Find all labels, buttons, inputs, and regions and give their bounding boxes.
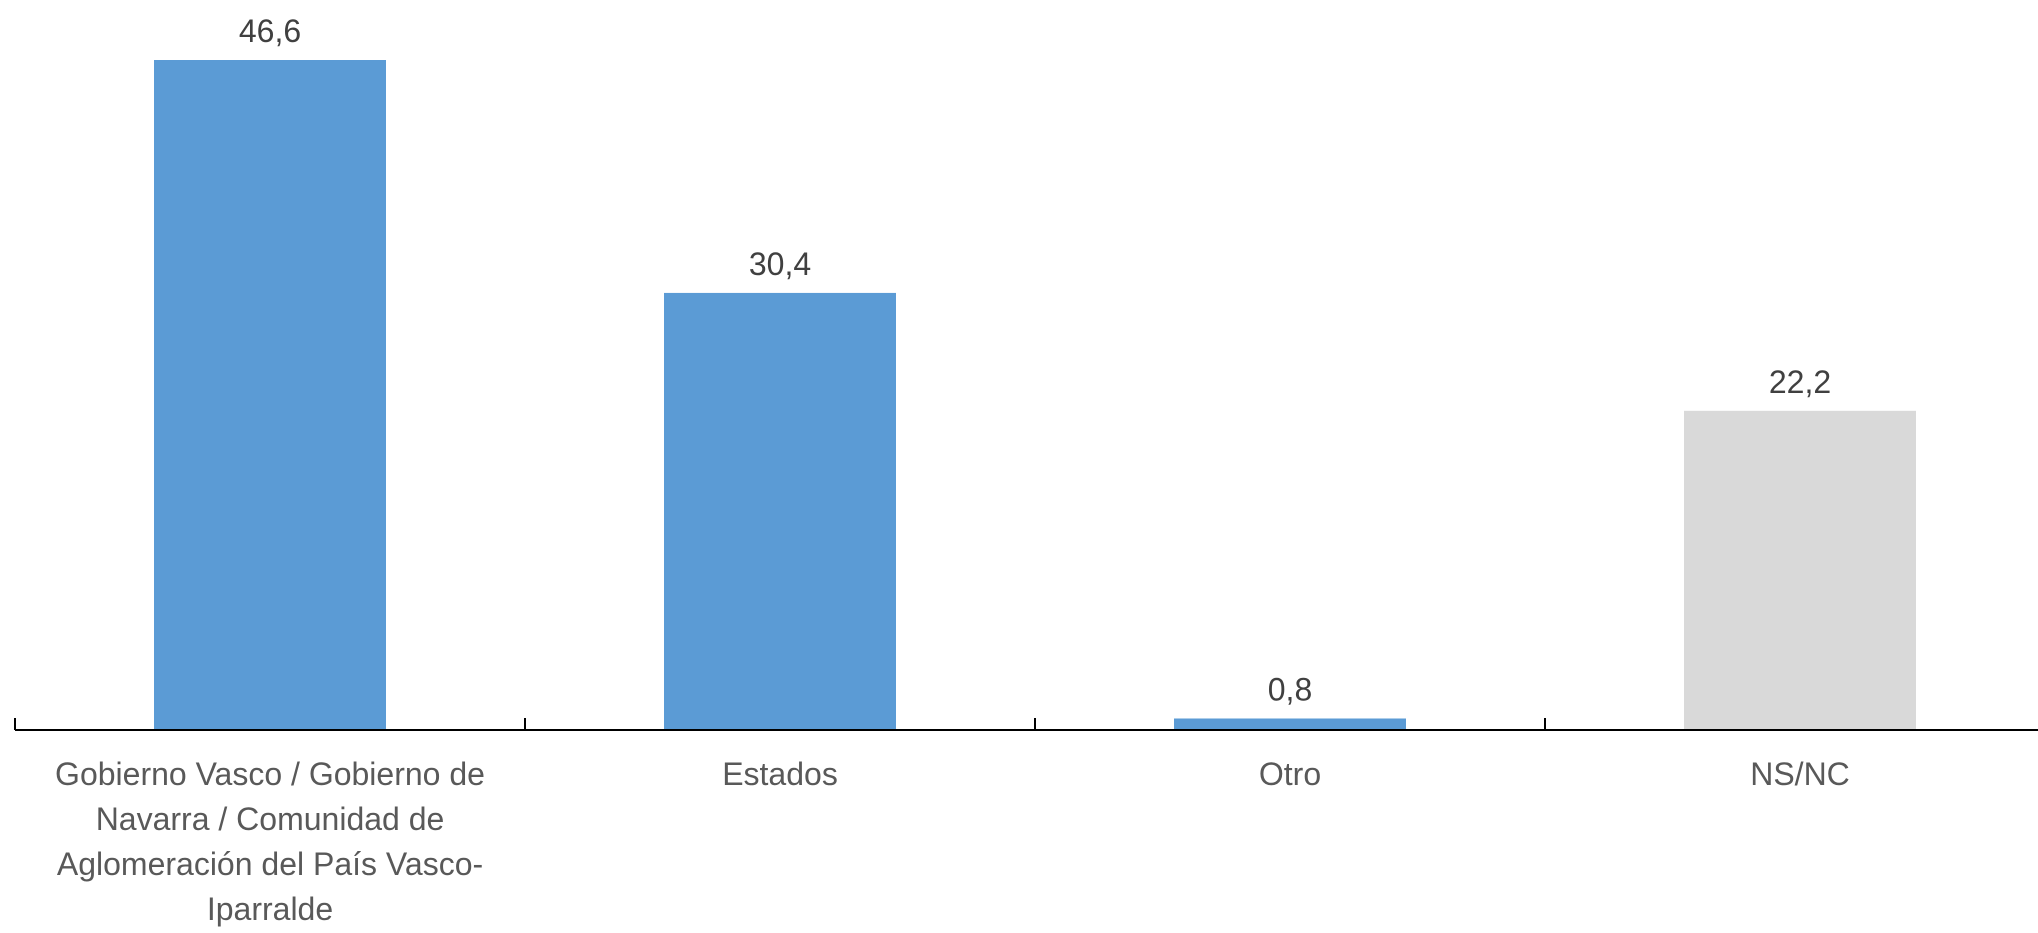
- x-tick-label-line: NS/NC: [1750, 756, 1850, 792]
- x-tick-label: Otro: [1050, 752, 1530, 797]
- bar: [154, 60, 386, 730]
- bar-value-label: 30,4: [749, 246, 811, 282]
- x-tick-label-line: Aglomeración del País Vasco-: [56, 846, 484, 882]
- x-axis-ticks: [14, 718, 1546, 730]
- x-tick-label-line: Iparralde: [206, 891, 334, 927]
- value-labels-group: 46,6 30,4 0,8 22,2: [239, 13, 1831, 707]
- bar-value-label: 0,8: [1268, 671, 1312, 707]
- x-tick-label: Gobierno Vasco / Gobierno de Navarra / Co…: [30, 752, 510, 932]
- x-tick-label: NS/NC: [1560, 752, 2038, 797]
- bar: [1174, 718, 1406, 730]
- x-tick-label-line: Otro: [1258, 756, 1322, 792]
- bar-value-label: 46,6: [239, 13, 301, 49]
- bar-value-label: 22,2: [1769, 364, 1831, 400]
- x-tick-label-line: Gobierno Vasco / Gobierno de: [55, 756, 485, 792]
- x-tick-label-line: Navarra / Comunidad de: [95, 801, 445, 837]
- bars-group: [154, 60, 1916, 730]
- bar: [664, 292, 896, 730]
- x-tick-label-line: Estados: [722, 756, 838, 792]
- x-tick-label: Estados: [540, 752, 1020, 797]
- bar: [1684, 410, 1916, 730]
